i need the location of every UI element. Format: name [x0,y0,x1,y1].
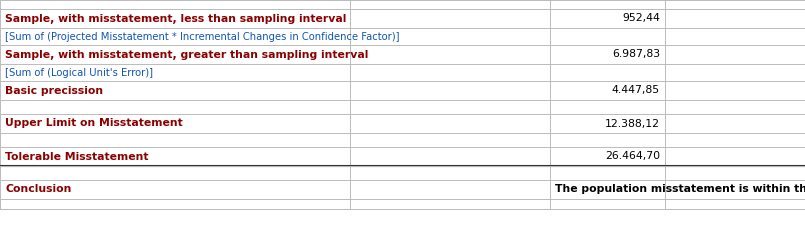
Text: 952,44: 952,44 [622,13,660,24]
Text: 12.388,12: 12.388,12 [605,119,660,128]
Text: The population misstatement is within the acceptable limit.: The population misstatement is within th… [555,185,805,194]
Text: Sample, with misstatement, less than sampling interval: Sample, with misstatement, less than sam… [5,13,346,24]
Text: 26.464,70: 26.464,70 [605,151,660,162]
Text: Tolerable Misstatement: Tolerable Misstatement [5,151,148,162]
Text: Sample, with misstatement, greater than sampling interval: Sample, with misstatement, greater than … [5,49,369,60]
Text: [Sum of (Projected Misstatement * Incremental Changes in Confidence Factor)]: [Sum of (Projected Misstatement * Increm… [5,31,399,42]
Text: 6.987,83: 6.987,83 [612,49,660,60]
Text: Basic precission: Basic precission [5,85,103,96]
Text: Upper Limit on Misstatement: Upper Limit on Misstatement [5,119,183,128]
Text: 4.447,85: 4.447,85 [612,85,660,96]
Text: Conclusion: Conclusion [5,185,72,194]
Text: [Sum of (Logical Unit's Error)]: [Sum of (Logical Unit's Error)] [5,67,153,78]
